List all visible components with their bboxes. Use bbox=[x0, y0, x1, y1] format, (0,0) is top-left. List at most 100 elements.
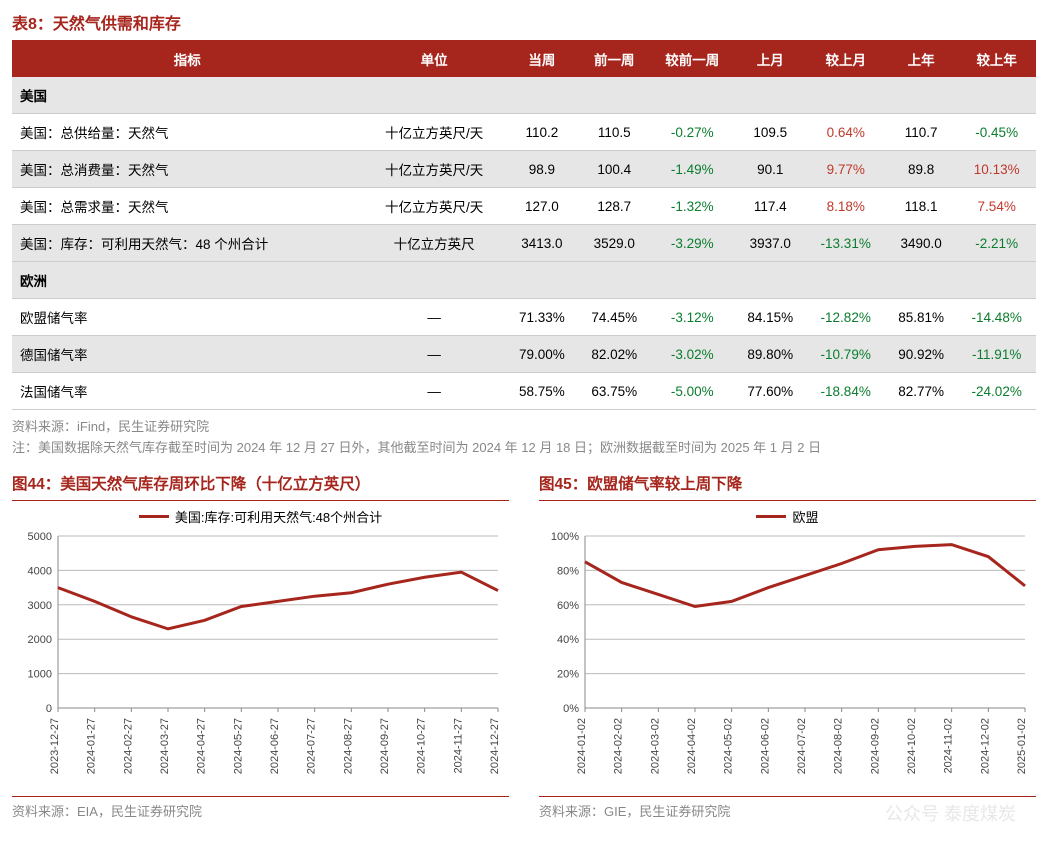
col-header: 指标 bbox=[12, 41, 363, 77]
table-cell: -18.84% bbox=[806, 373, 885, 410]
svg-text:5000: 5000 bbox=[28, 531, 52, 543]
svg-text:2000: 2000 bbox=[28, 634, 52, 646]
svg-text:2024-07-27: 2024-07-27 bbox=[306, 718, 318, 774]
table-cell: 美国：总需求量：天然气 bbox=[12, 188, 363, 225]
table-row: 美国：总供给量：天然气十亿立方英尺/天110.2110.5-0.27%109.5… bbox=[12, 114, 1036, 151]
svg-text:2024-05-27: 2024-05-27 bbox=[232, 718, 244, 774]
svg-text:2024-08-27: 2024-08-27 bbox=[342, 718, 354, 774]
table-cell: 3529.0 bbox=[578, 225, 650, 262]
table-cell: 10.13% bbox=[957, 151, 1036, 188]
table-cell: 3413.0 bbox=[506, 225, 578, 262]
svg-text:2024-06-27: 2024-06-27 bbox=[269, 718, 281, 774]
table-cell: -11.91% bbox=[957, 336, 1036, 373]
svg-text:2024-02-27: 2024-02-27 bbox=[122, 718, 134, 774]
svg-text:80%: 80% bbox=[557, 565, 579, 577]
chart45-title: 图45：欧盟储气率较上周下降 bbox=[539, 468, 1036, 501]
table-cell: 127.0 bbox=[506, 188, 578, 225]
svg-text:40%: 40% bbox=[557, 634, 579, 646]
table-row: 美国：库存：可利用天然气：48 个州合计十亿立方英尺3413.03529.0-3… bbox=[12, 225, 1036, 262]
table-cell: -5.00% bbox=[651, 373, 735, 410]
table-cell: 71.33% bbox=[506, 299, 578, 336]
table-cell: 82.02% bbox=[578, 336, 650, 373]
table-cell: 90.92% bbox=[885, 336, 957, 373]
chart44-source: 资料来源：EIA，民生证券研究院 bbox=[12, 796, 509, 820]
col-header: 前一周 bbox=[578, 41, 650, 77]
chart44-col: 图44：美国天然气库存周环比下降（十亿立方英尺） 美国:库存:可利用天然气:48… bbox=[12, 468, 509, 820]
table-cell: -10.79% bbox=[806, 336, 885, 373]
svg-text:2024-04-02: 2024-04-02 bbox=[686, 718, 698, 774]
chart45-source: 资料来源：GIE，民生证券研究院 bbox=[539, 796, 1036, 820]
table-cell: 美国：总供给量：天然气 bbox=[12, 114, 363, 151]
table-row: 美国：总需求量：天然气十亿立方英尺/天127.0128.7-1.32%117.4… bbox=[12, 188, 1036, 225]
svg-text:0: 0 bbox=[46, 703, 52, 715]
svg-text:2024-01-27: 2024-01-27 bbox=[86, 718, 98, 774]
svg-text:2024-03-27: 2024-03-27 bbox=[159, 718, 171, 774]
table-cell: -12.82% bbox=[806, 299, 885, 336]
table-cell: 89.8 bbox=[885, 151, 957, 188]
table-cell: 77.60% bbox=[734, 373, 806, 410]
table-cell: 美国：库存：可利用天然气：48 个州合计 bbox=[12, 225, 363, 262]
chart44-legend: 美国:库存:可利用天然气:48个州合计 bbox=[12, 507, 509, 526]
svg-text:2024-03-02: 2024-03-02 bbox=[649, 718, 661, 774]
svg-text:2024-02-02: 2024-02-02 bbox=[613, 718, 625, 774]
svg-text:100%: 100% bbox=[551, 531, 579, 543]
table-cell: 85.81% bbox=[885, 299, 957, 336]
table-cell: 89.80% bbox=[734, 336, 806, 373]
table-cell: 0.64% bbox=[806, 114, 885, 151]
svg-text:2024-12-27: 2024-12-27 bbox=[489, 718, 501, 774]
table-cell: — bbox=[363, 299, 506, 336]
table-cell: -0.27% bbox=[651, 114, 735, 151]
svg-text:2024-10-02: 2024-10-02 bbox=[906, 718, 918, 774]
table-cell: — bbox=[363, 336, 506, 373]
table-cell: 十亿立方英尺/天 bbox=[363, 151, 506, 188]
table-cell: -14.48% bbox=[957, 299, 1036, 336]
chart44-legend-label: 美国:库存:可利用天然气:48个州合计 bbox=[175, 507, 382, 526]
table-cell: 7.54% bbox=[957, 188, 1036, 225]
svg-text:2024-08-02: 2024-08-02 bbox=[833, 718, 845, 774]
legend-swatch-icon bbox=[756, 515, 786, 518]
col-header: 上月 bbox=[734, 41, 806, 77]
svg-text:2024-05-02: 2024-05-02 bbox=[723, 718, 735, 774]
table-cell: 82.77% bbox=[885, 373, 957, 410]
table-row: 德国储气率—79.00%82.02%-3.02%89.80%-10.79%90.… bbox=[12, 336, 1036, 373]
table-cell: 84.15% bbox=[734, 299, 806, 336]
table-row: 美国：总消费量：天然气十亿立方英尺/天98.9100.4-1.49%90.19.… bbox=[12, 151, 1036, 188]
svg-text:2024-07-02: 2024-07-02 bbox=[796, 718, 808, 774]
table-cell: 欧盟储气率 bbox=[12, 299, 363, 336]
table-cell: 74.45% bbox=[578, 299, 650, 336]
svg-text:20%: 20% bbox=[557, 669, 579, 681]
table-row: 法国储气率—58.75%63.75%-5.00%77.60%-18.84%82.… bbox=[12, 373, 1036, 410]
table-cell: 110.2 bbox=[506, 114, 578, 151]
svg-text:2024-12-02: 2024-12-02 bbox=[979, 718, 991, 774]
table-title: 表8：天然气供需和库存 bbox=[12, 6, 1036, 41]
svg-text:0%: 0% bbox=[563, 703, 579, 715]
table-cell: 3490.0 bbox=[885, 225, 957, 262]
svg-text:2024-11-02: 2024-11-02 bbox=[943, 718, 955, 773]
table-cell: 法国储气率 bbox=[12, 373, 363, 410]
table-cell: -3.02% bbox=[651, 336, 735, 373]
table-cell: 十亿立方英尺 bbox=[363, 225, 506, 262]
table-cell: -13.31% bbox=[806, 225, 885, 262]
table-cell: -3.29% bbox=[651, 225, 735, 262]
svg-text:2024-09-02: 2024-09-02 bbox=[869, 718, 881, 774]
table-cell: 58.75% bbox=[506, 373, 578, 410]
svg-text:2024-11-27: 2024-11-27 bbox=[452, 718, 464, 773]
col-header: 较上年 bbox=[957, 41, 1036, 77]
chart45-plot: 0%20%40%60%80%100%2024-01-022024-02-0220… bbox=[539, 530, 1035, 790]
chart44-title: 图44：美国天然气库存周环比下降（十亿立方英尺） bbox=[12, 468, 509, 501]
table-cell: -0.45% bbox=[957, 114, 1036, 151]
svg-text:2025-01-02: 2025-01-02 bbox=[1016, 718, 1028, 774]
table-cell: 9.77% bbox=[806, 151, 885, 188]
table-source: 资料来源：iFind，民生证券研究院 bbox=[12, 416, 1036, 435]
col-header: 上年 bbox=[885, 41, 957, 77]
table-cell: 109.5 bbox=[734, 114, 806, 151]
table-cell: 100.4 bbox=[578, 151, 650, 188]
svg-text:2024-09-27: 2024-09-27 bbox=[379, 718, 391, 774]
chart44-plot: 0100020003000400050002023-12-272024-01-2… bbox=[12, 530, 508, 790]
svg-text:1000: 1000 bbox=[28, 669, 52, 681]
chart45-col: 图45：欧盟储气率较上周下降 欧盟 0%20%40%60%80%100%2024… bbox=[539, 468, 1036, 820]
table-cell: -24.02% bbox=[957, 373, 1036, 410]
chart45-legend: 欧盟 bbox=[539, 507, 1036, 526]
table-cell: 98.9 bbox=[506, 151, 578, 188]
table-cell: 63.75% bbox=[578, 373, 650, 410]
